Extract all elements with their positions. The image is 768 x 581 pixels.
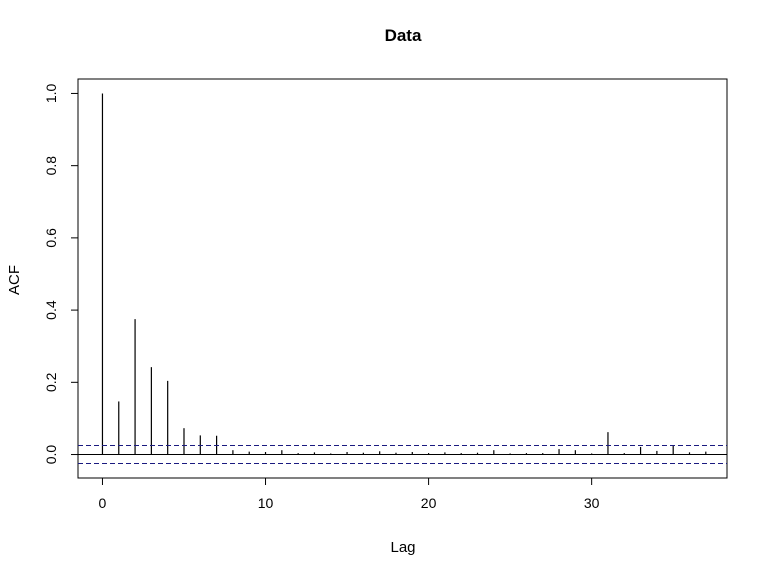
x-axis: 0 10 20 30	[99, 477, 600, 511]
y-tick-label: 0.0	[43, 445, 59, 465]
acf-bars	[101, 93, 707, 455]
x-tick-label: 10	[258, 495, 274, 511]
x-tick-label: 20	[421, 495, 437, 511]
plot-frame	[77, 78, 728, 479]
y-tick-label: 0.2	[43, 372, 59, 392]
y-tick-label: 0.6	[43, 228, 59, 248]
chart-title: Data	[385, 26, 422, 45]
y-tick-label: 0.8	[43, 156, 59, 176]
reference-lines	[78, 445, 727, 465]
y-tick-label: 1.0	[43, 84, 59, 104]
y-axis-label: ACF	[6, 265, 23, 295]
y-tick-label: 0.4	[43, 300, 59, 320]
y-axis: 0.0 0.2 0.4 0.6 0.8 1.0	[43, 84, 79, 465]
x-tick-label: 30	[584, 495, 600, 511]
x-axis-label: Lag	[390, 539, 415, 556]
x-tick-label: 0	[99, 495, 107, 511]
